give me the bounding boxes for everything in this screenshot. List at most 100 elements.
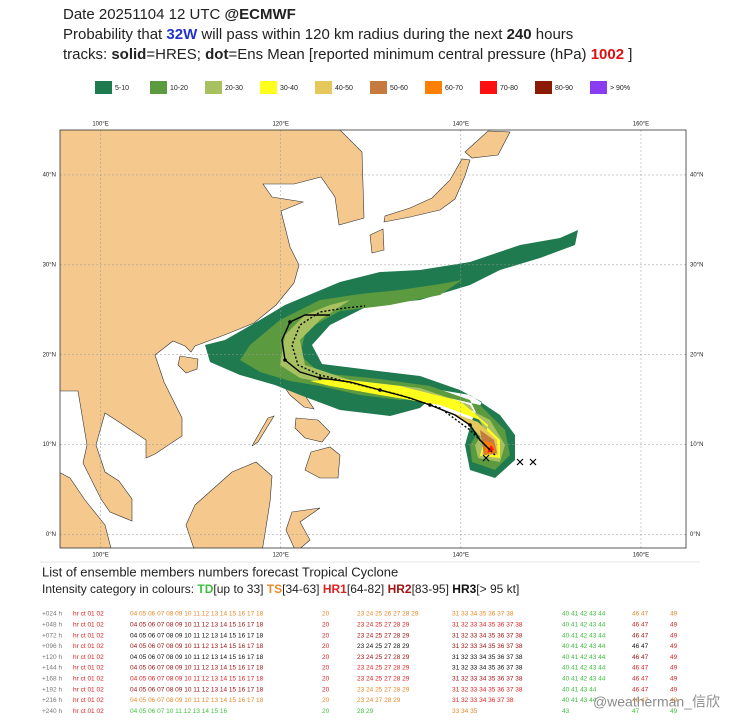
- legend-swatch: [205, 81, 222, 94]
- member-group: 20: [322, 676, 330, 683]
- lat-label: 40°N: [690, 173, 703, 179]
- member-group: hr ct 01 02: [73, 611, 104, 618]
- lead-time: +216 h: [42, 697, 62, 704]
- honshu: [383, 158, 471, 223]
- header: Date 20251104 12 UTC @ECMWF Probability t…: [63, 6, 632, 63]
- member-group: 43: [562, 708, 570, 715]
- legend-label: 30-40: [280, 85, 298, 92]
- text-segment: solid: [111, 46, 146, 63]
- lon-label: 140°E: [453, 122, 469, 128]
- member-group: 40 41 43 44: [562, 697, 597, 704]
- member-group: 31 32 33 34 35 36 37 38: [452, 643, 523, 650]
- lon-label: 100°E: [92, 553, 108, 559]
- lead-time: +192 h: [42, 686, 62, 693]
- lead-time: +120 h: [42, 654, 62, 661]
- lon-label: 100°E: [92, 122, 108, 128]
- member-group: 40 41 42 43 44: [562, 665, 606, 672]
- text-segment: Probability that: [63, 26, 166, 43]
- member-group: 20: [322, 697, 330, 704]
- track-point: [318, 376, 322, 380]
- legend-label: 10-20: [170, 85, 188, 92]
- text-segment: [64-82]: [347, 582, 388, 596]
- text-segment: tracks:: [63, 46, 111, 63]
- legend-swatch: [260, 81, 277, 94]
- legend-label: 50-60: [390, 85, 408, 92]
- member-group: hr ct 01 02: [73, 686, 104, 693]
- hres-track: [281, 314, 491, 451]
- member-group: 28 29: [357, 708, 374, 715]
- member-group: 04 05 06 07 08 09 10 11 12 13 14 15 16 1…: [130, 686, 264, 693]
- track-point: [378, 388, 382, 392]
- member-group: hr ct 01 02: [73, 676, 104, 683]
- member-group: 31 32 33 34 35 36 37 38: [452, 665, 523, 672]
- legend-label: 80-90: [555, 85, 573, 92]
- cross-marker: [516, 458, 524, 466]
- member-group: 31 32 33 34 35 36 37 38: [452, 676, 523, 683]
- text-segment: [83-95]: [412, 582, 453, 596]
- member-group: 20: [322, 632, 330, 639]
- lat-label: 0°N: [690, 532, 700, 538]
- legend-swatch: [150, 81, 167, 94]
- member-group: 31 32 33 34 36 37 38: [452, 697, 514, 704]
- cross-marker: [482, 454, 490, 462]
- text-segment: =HRES;: [146, 46, 205, 63]
- track-point: [428, 403, 432, 407]
- member-group: 23 24 25 26 27 28 29: [357, 611, 419, 618]
- member-group: 49: [670, 654, 678, 661]
- member-group: 46 47: [632, 697, 649, 704]
- lead-time: +072 h: [42, 632, 62, 639]
- lat-label: 10°N: [690, 442, 703, 448]
- text-segment: TS: [267, 582, 282, 596]
- lead-time: +096 h: [42, 643, 62, 650]
- text-segment: 32W: [166, 26, 198, 43]
- member-group: 46 47: [632, 686, 649, 693]
- lead-time: +168 h: [42, 676, 62, 683]
- text-segment: @ECMWF: [225, 6, 296, 23]
- lat-label: 0°N: [46, 532, 56, 538]
- member-group: 23 24 25 27 28 29: [357, 654, 410, 661]
- hokkaido: [464, 130, 511, 159]
- ens-mean-track: [291, 305, 496, 456]
- text-segment: Date 20251104 12 UTC: [63, 6, 225, 23]
- member-group: 20: [322, 686, 330, 693]
- text-segment: TD: [197, 582, 213, 596]
- member-group: 04 05 06 07 08 09 10 11 12 13 14 15 16 1…: [130, 654, 264, 661]
- text-segment: hours: [532, 26, 574, 43]
- borneo: [185, 461, 273, 548]
- member-group: 49: [670, 676, 678, 683]
- member-group: 49: [670, 665, 678, 672]
- lat-label: 40°N: [43, 173, 56, 179]
- text-segment: =Ens Mean [reported minimum central pres…: [228, 46, 590, 63]
- member-group: hr ct 01 02: [73, 697, 104, 704]
- legend-swatch: [425, 81, 442, 94]
- member-group: hr ct 01 02: [73, 665, 104, 672]
- legend-swatch: [535, 81, 552, 94]
- member-group: 04 05 06 07 08 09 10 11 12 13 14 15 16 1…: [130, 622, 264, 629]
- legend-label: 70-80: [500, 85, 518, 92]
- text-segment: HR2: [388, 582, 412, 596]
- text-segment: 240: [507, 26, 532, 43]
- members-title: List of ensemble members numbers forecas…: [42, 564, 398, 579]
- kyushu: [369, 228, 385, 254]
- member-group: 04 05 06 07 08 09 10 11 12 13 14 15 16 1…: [130, 643, 264, 650]
- member-group: 23 24 25 27 28 29: [357, 643, 410, 650]
- watermark: @weatherman_信欣: [593, 694, 720, 710]
- member-group: 20: [322, 654, 330, 661]
- legend-swatch: [370, 81, 387, 94]
- member-group: hr ct 01 02: [73, 708, 104, 715]
- member-group: 40 41 42 43 44: [562, 632, 606, 639]
- lead-time: +240 h: [42, 708, 62, 715]
- lead-time: +144 h: [42, 665, 62, 672]
- cross-marker: [529, 458, 537, 466]
- header-line: Date 20251104 12 UTC @ECMWF: [63, 6, 296, 23]
- map-frame: [59, 129, 687, 549]
- member-group: 40 41 42 43 44: [562, 643, 606, 650]
- text-segment: 1002: [591, 46, 624, 63]
- lon-label: 160°E: [633, 553, 649, 559]
- storm-markers: [482, 454, 537, 466]
- sulawesi: [285, 507, 321, 548]
- hainan: [177, 355, 199, 374]
- legend-swatch: [480, 81, 497, 94]
